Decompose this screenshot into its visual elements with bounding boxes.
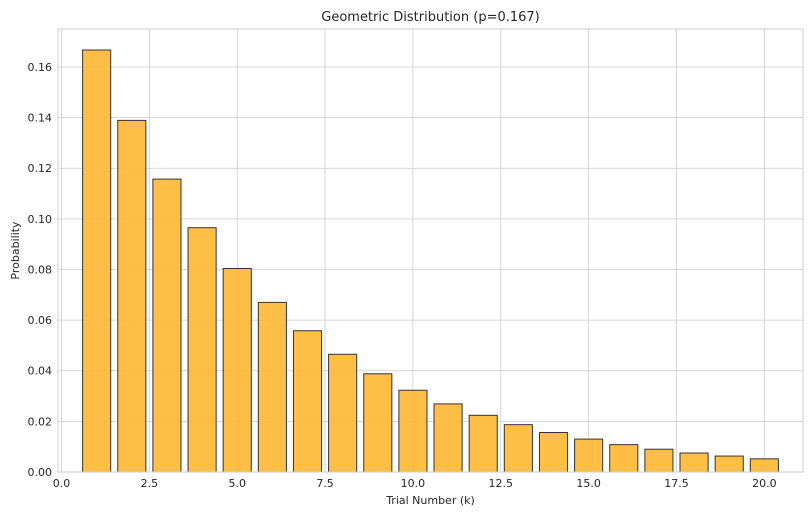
y-tick-label: 0.14	[28, 112, 53, 125]
y-tick-label: 0.06	[28, 314, 53, 327]
x-tick-label: 2.5	[141, 477, 159, 490]
bar-k-7	[292, 330, 323, 473]
bar-k-4	[187, 227, 217, 473]
bar-k-18	[679, 452, 709, 473]
x-tick-label: 5.0	[228, 477, 246, 490]
chart-title: Geometric Distribution (p=0.167)	[321, 10, 540, 25]
bar-k-3	[152, 178, 182, 473]
y-tick-label: 0.16	[28, 61, 53, 74]
y-tick-label: 0.08	[28, 263, 53, 276]
bar-k-17	[644, 448, 674, 473]
y-tick-label: 0.12	[28, 162, 53, 175]
y-tick-label: 0.00	[28, 466, 53, 479]
y-tick-label: 0.02	[28, 415, 53, 428]
bar-k-13	[503, 424, 533, 473]
grid-layer	[58, 29, 803, 473]
bar-k-6	[257, 301, 287, 473]
bar-k-20	[749, 458, 779, 473]
bar-k-9	[363, 373, 393, 473]
bar-k-8	[328, 353, 358, 473]
x-tick-label: 7.5	[316, 477, 334, 490]
x-tick-label: 20.0	[752, 477, 777, 490]
x-tick-labels: 0.0 2.5 5.0 7.5 10.0 12.5 15.0 17.5 20.0	[53, 477, 777, 490]
x-tick-label: 15.0	[576, 477, 601, 490]
x-axis-label: Trial Number (k)	[385, 494, 475, 507]
y-tick-label: 0.10	[28, 213, 53, 226]
bar-k-16	[609, 444, 639, 473]
x-tick-label: 0.0	[53, 477, 71, 490]
y-axis-label: Probability	[9, 221, 22, 280]
x-tick-label: 12.5	[489, 477, 514, 490]
bar-k-11	[433, 403, 463, 473]
bar-k-1	[82, 49, 112, 473]
x-tick-label: 17.5	[664, 477, 689, 490]
plot-frame	[57, 28, 804, 473]
bar-k-19	[714, 455, 744, 473]
bars-layer	[82, 49, 779, 473]
x-tick-label: 10.0	[401, 477, 426, 490]
bar-k-2	[117, 119, 147, 473]
bar-k-5	[222, 267, 252, 473]
bar-k-15	[574, 438, 604, 473]
bar-k-10	[398, 389, 428, 473]
y-tick-labels: 0.00 0.02 0.04 0.06 0.08 0.10 0.12 0.14 0.16	[28, 61, 53, 479]
bar-k-12	[468, 414, 498, 473]
y-tick-label: 0.04	[28, 365, 53, 378]
bar-k-14	[538, 432, 569, 473]
